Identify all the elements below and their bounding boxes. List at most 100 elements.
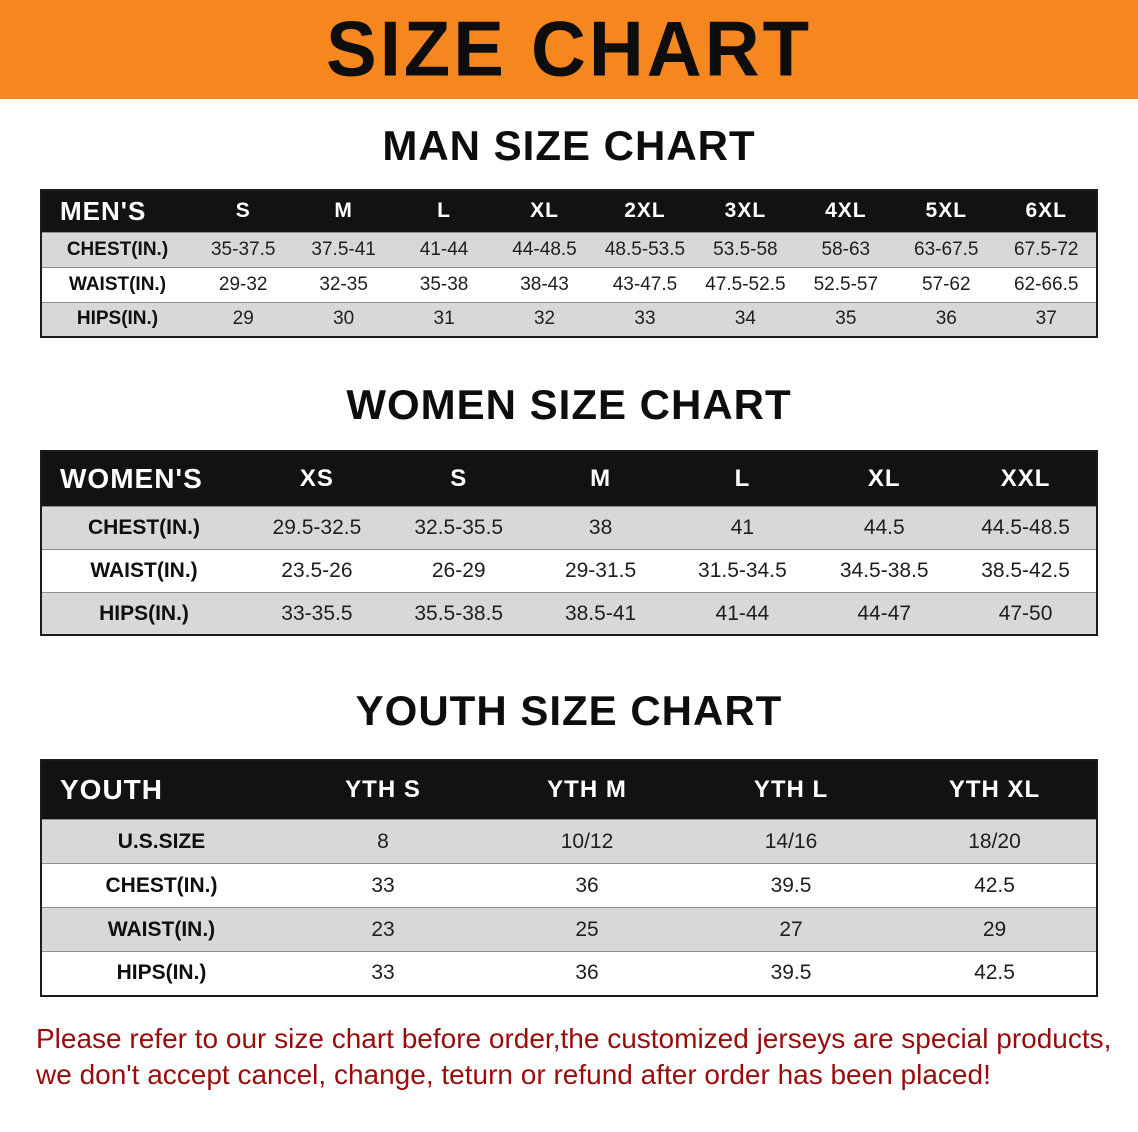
table-title-cell: MEN'S <box>41 190 193 233</box>
value-cell: 39.5 <box>689 863 893 908</box>
value-cell: 62-66.5 <box>996 266 1097 303</box>
value-cell: 57-62 <box>896 266 997 303</box>
table-row: WAIST(IN.) 29-32 32-35 35-38 38-43 43-47.5 47.… <box>41 266 1097 303</box>
value-cell: 53.5-58 <box>695 231 796 268</box>
value-cell: 29.5-32.5 <box>246 505 388 550</box>
value-cell: 67.5-72 <box>996 231 1097 268</box>
value-cell: 35.5-38.5 <box>387 591 530 636</box>
value-cell: 34 <box>695 301 796 338</box>
footer-notice: Please refer to our size chart before or… <box>36 1021 1118 1094</box>
value-cell: 35 <box>795 301 897 338</box>
size-header-cell: XL <box>494 190 595 233</box>
size-header-cell: 5XL <box>896 190 997 233</box>
value-cell: 47.5-52.5 <box>695 266 796 303</box>
table-title-cell: WOMEN'S <box>41 451 246 507</box>
size-header-cell: 2XL <box>594 190 696 233</box>
value-cell: 43-47.5 <box>594 266 696 303</box>
value-cell: 33 <box>281 863 485 908</box>
value-cell: 36 <box>896 301 997 338</box>
size-header-cell: YTH L <box>689 759 893 820</box>
size-header-cell: XXL <box>955 451 1097 507</box>
row-label: CHEST(IN.) <box>41 505 246 550</box>
row-label: U.S.SIZE <box>41 819 281 864</box>
page-title: SIZE CHART <box>326 5 812 93</box>
value-cell: 23.5-26 <box>246 548 388 593</box>
row-label: HIPS(IN.) <box>41 591 246 636</box>
value-cell: 29 <box>193 301 294 338</box>
value-cell: 38.5-41 <box>529 591 672 636</box>
value-cell: 35-38 <box>393 266 495 303</box>
value-cell: 41-44 <box>671 591 814 636</box>
value-cell: 8 <box>281 819 485 864</box>
banner: SIZE CHART <box>0 0 1138 99</box>
value-cell: 32 <box>494 301 595 338</box>
table-title-cell: YOUTH <box>41 759 281 820</box>
value-cell: 35-37.5 <box>193 231 294 268</box>
value-cell: 29-32 <box>193 266 294 303</box>
row-label: HIPS(IN.) <box>41 951 281 996</box>
value-cell: 31.5-34.5 <box>671 548 814 593</box>
table-row: HIPS(IN.) 33-35.5 35.5-38.5 38.5-41 41-44 44-… <box>41 591 1097 636</box>
table-row: HIPS(IN.) 29 30 31 32 33 34 35 36 37 <box>41 301 1097 338</box>
value-cell: 44.5 <box>813 505 956 550</box>
value-cell: 29-31.5 <box>529 548 672 593</box>
table-header-row: MEN'S S M L XL 2XL 3XL 4XL 5XL 6XL <box>41 190 1097 233</box>
row-label: CHEST(IN.) <box>41 231 193 268</box>
value-cell: 42.5 <box>893 951 1097 996</box>
size-header-cell: S <box>193 190 294 233</box>
table-row: HIPS(IN.) 33 36 39.5 42.5 <box>41 951 1097 996</box>
value-cell: 37.5-41 <box>293 231 394 268</box>
value-cell: 38-43 <box>494 266 595 303</box>
notice-line-1: Please refer to our size chart before or… <box>36 1022 1112 1054</box>
notice-line-2: we don't accept cancel, change, teturn o… <box>36 1058 991 1090</box>
value-cell: 63-67.5 <box>896 231 997 268</box>
value-cell: 39.5 <box>689 951 893 996</box>
value-cell: 25 <box>485 907 689 952</box>
value-cell: 18/20 <box>893 819 1097 864</box>
value-cell: 44-48.5 <box>494 231 595 268</box>
value-cell: 37 <box>996 301 1097 338</box>
value-cell: 44.5-48.5 <box>955 505 1097 550</box>
size-header-cell: M <box>529 451 672 507</box>
value-cell: 31 <box>393 301 495 338</box>
table-row: U.S.SIZE 8 10/12 14/16 18/20 <box>41 819 1097 864</box>
value-cell: 48.5-53.5 <box>594 231 696 268</box>
row-label: HIPS(IN.) <box>41 301 193 338</box>
value-cell: 42.5 <box>893 863 1097 908</box>
table-row: CHEST(IN.) 33 36 39.5 42.5 <box>41 863 1097 908</box>
row-label: WAIST(IN.) <box>41 907 281 952</box>
size-header-cell: YTH S <box>281 759 485 820</box>
row-label: CHEST(IN.) <box>41 863 281 908</box>
value-cell: 47-50 <box>955 591 1097 636</box>
women-size-table: WOMEN'S XS S M L XL XXL CHEST(IN.) 29.5-32.5 32.5… <box>40 450 1098 637</box>
youth-size-table: YOUTH YTH S YTH M YTH L YTH XL U.S.SIZE 8 10/12… <box>40 758 1098 997</box>
value-cell: 32.5-35.5 <box>387 505 530 550</box>
youth-section-heading: YOUTH SIZE CHART <box>355 687 783 735</box>
value-cell: 44-47 <box>813 591 956 636</box>
value-cell: 41-44 <box>393 231 495 268</box>
women-section-heading: WOMEN SIZE CHART <box>346 381 792 429</box>
size-header-cell: 3XL <box>695 190 796 233</box>
value-cell: 23 <box>281 907 485 952</box>
size-header-cell: XL <box>813 451 956 507</box>
size-header-cell: YTH XL <box>893 759 1097 820</box>
table-row: WAIST(IN.) 23.5-26 26-29 29-31.5 31.5-34.5 34… <box>41 548 1097 593</box>
men-section-heading: MAN SIZE CHART <box>382 122 756 169</box>
table-header-row: WOMEN'S XS S M L XL XXL <box>41 451 1097 507</box>
men-size-table: MEN'S S M L XL 2XL 3XL 4XL 5XL 6XL CHEST(IN.) 35-37… <box>40 189 1098 339</box>
value-cell: 34.5-38.5 <box>813 548 956 593</box>
value-cell: 32-35 <box>293 266 394 303</box>
value-cell: 58-63 <box>795 231 897 268</box>
size-header-cell: XS <box>246 451 388 507</box>
value-cell: 38.5-42.5 <box>955 548 1097 593</box>
size-header-cell: S <box>387 451 530 507</box>
table-row: CHEST(IN.) 29.5-32.5 32.5-35.5 38 41 44.5 44.5… <box>41 505 1097 550</box>
size-header-cell: L <box>671 451 814 507</box>
value-cell: 29 <box>893 907 1097 952</box>
table-row: CHEST(IN.) 35-37.5 37.5-41 41-44 44-48.5 48.5… <box>41 231 1097 268</box>
value-cell: 10/12 <box>485 819 689 864</box>
value-cell: 36 <box>485 863 689 908</box>
value-cell: 26-29 <box>387 548 530 593</box>
value-cell: 14/16 <box>689 819 893 864</box>
